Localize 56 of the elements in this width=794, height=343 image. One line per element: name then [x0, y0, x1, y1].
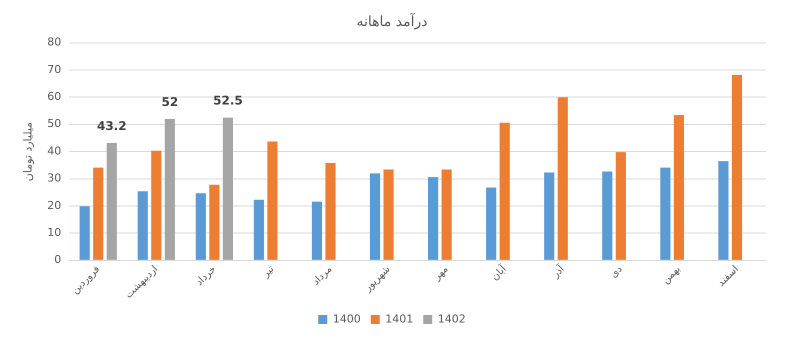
y-tick-label: 30	[47, 172, 62, 185]
y-tick-label: 70	[47, 62, 62, 76]
bar	[602, 171, 612, 260]
x-tick-label: فروردین	[70, 264, 102, 296]
chart-title: درآمد ماهانه	[356, 12, 428, 30]
y-tick-label: 60	[47, 90, 62, 104]
x-tick-label: اسفند	[716, 264, 741, 289]
y-tick-label: 10	[47, 226, 62, 240]
bar	[370, 173, 380, 260]
x-tick-label: اردیبهشت	[123, 264, 160, 301]
x-tick-label: مرداد	[310, 264, 334, 288]
bar	[325, 163, 336, 260]
x-tick-label: دی	[608, 264, 625, 280]
x-tick-label: مهر	[431, 264, 451, 284]
bar	[383, 170, 394, 260]
x-tick-label: خرداد	[194, 264, 218, 288]
bar	[558, 97, 568, 260]
y-axis-title: میلیارد تومان	[21, 122, 34, 182]
bar	[616, 152, 626, 260]
bar	[732, 74, 742, 260]
x-tick-label: بهمن	[660, 264, 683, 286]
bar	[442, 170, 452, 260]
bar	[500, 122, 510, 260]
bar	[544, 172, 554, 260]
bar	[151, 150, 162, 260]
bar	[267, 142, 278, 260]
x-tick-label: آبان	[488, 262, 510, 283]
y-tick-label: 0	[54, 253, 62, 266]
bar	[138, 191, 148, 260]
legend-label: 1401	[385, 312, 414, 326]
bar	[164, 118, 175, 260]
x-tick-label: آذر	[548, 262, 568, 281]
y-tick-label: 20	[47, 198, 62, 212]
y-tick-label: 40	[47, 144, 62, 158]
bar	[80, 206, 90, 260]
bar	[660, 168, 670, 260]
data-label: 52	[161, 95, 178, 110]
y-tick-label: 80	[47, 36, 62, 49]
bar	[222, 118, 233, 260]
x-tick-label: شهریور	[362, 264, 393, 294]
legend-label: 1400	[332, 312, 361, 326]
y-tick-label: 50	[47, 117, 62, 130]
bar	[254, 200, 264, 260]
bar	[674, 115, 684, 260]
bar	[428, 177, 438, 260]
bar	[486, 187, 496, 260]
data-label: 52.5	[213, 94, 243, 108]
x-tick-label: تیر	[260, 264, 277, 280]
bar	[106, 142, 117, 260]
bar	[196, 193, 206, 260]
legend-label: 1402	[438, 312, 466, 326]
data-label: 43.2	[96, 119, 127, 134]
bar	[93, 168, 104, 260]
bar	[312, 202, 322, 260]
bar	[718, 161, 728, 260]
bar	[209, 184, 220, 260]
